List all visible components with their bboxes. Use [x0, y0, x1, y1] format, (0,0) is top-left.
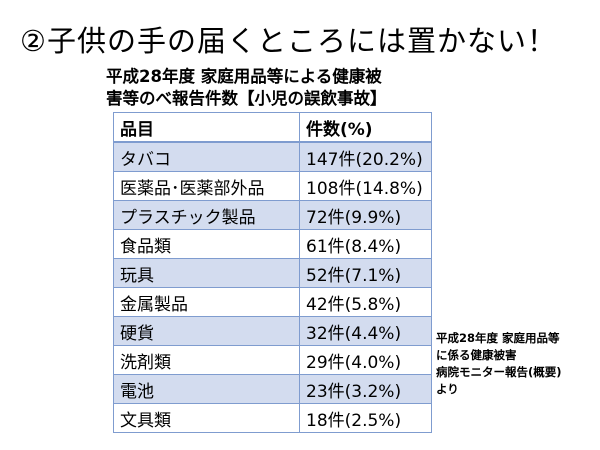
source-line: に係る健康被害: [436, 348, 517, 362]
item-cell: プラスチック製品: [113, 200, 300, 230]
header-item: 品目: [113, 112, 300, 143]
item-cell: 医薬品･医薬部外品: [113, 171, 300, 201]
item-cell: 硬貨: [113, 316, 300, 346]
count-cell: 42件(5.8%): [299, 287, 432, 317]
table-row: 硬貨 32件(4.4%): [113, 316, 432, 346]
table-row: 電池 23件(3.2%): [113, 374, 432, 404]
table-caption: 平成28年度 家庭用品等による健康被 害等のべ報告件数【小児の誤飲事故】: [106, 66, 446, 110]
table-row: 食品類 61件(8.4%): [113, 229, 432, 259]
count-cell: 147件(20.2%): [299, 141, 432, 172]
table-row: 文具類 18件(2.5%): [113, 403, 432, 433]
count-cell: 32件(4.4%): [299, 316, 432, 346]
count-cell: 18件(2.5%): [299, 403, 432, 433]
count-cell: 29件(4.0%): [299, 345, 432, 375]
source-line: より: [436, 382, 459, 396]
table-row: 洗剤類 29件(4.0%): [113, 345, 432, 375]
count-cell: 108件(14.8%): [299, 171, 432, 201]
item-cell: 文具類: [113, 403, 300, 433]
source-line: 病院モニター報告(概要): [436, 365, 562, 379]
source-line: 平成28年度 家庭用品等: [436, 331, 560, 345]
table-row: プラスチック製品 72件(9.9%): [113, 200, 432, 230]
item-cell: 電池: [113, 374, 300, 404]
table-row: 玩具 52件(7.1%): [113, 258, 432, 288]
item-cell: タバコ: [113, 141, 300, 172]
count-cell: 52件(7.1%): [299, 258, 432, 288]
source-note: 平成28年度 家庭用品等 に係る健康被害 病院モニター報告(概要) より: [436, 330, 600, 398]
count-cell: 61件(8.4%): [299, 229, 432, 259]
table-row: 金属製品 42件(5.8%): [113, 287, 432, 317]
item-cell: 洗剤類: [113, 345, 300, 375]
item-cell: 玩具: [113, 258, 300, 288]
table-caption-line-1: 平成28年度 家庭用品等による健康被: [106, 67, 382, 86]
table-caption-line-2: 害等のべ報告件数【小児の誤飲事故】: [106, 89, 387, 108]
item-cell: 金属製品: [113, 287, 300, 317]
count-cell: 23件(3.2%): [299, 374, 432, 404]
table-header-row: 品目 件数(%): [113, 112, 432, 143]
header-count: 件数(%): [299, 112, 432, 143]
table-row: タバコ 147件(20.2%): [113, 141, 432, 172]
accident-stats-table: 品目 件数(%) タバコ 147件(20.2%) 医薬品･医薬部外品 108件(…: [113, 112, 432, 433]
table-row: 医薬品･医薬部外品 108件(14.8%): [113, 171, 432, 201]
count-cell: 72件(9.9%): [299, 200, 432, 230]
slide-title: ②子供の手の届くところには置かない！: [20, 24, 557, 58]
item-cell: 食品類: [113, 229, 300, 259]
